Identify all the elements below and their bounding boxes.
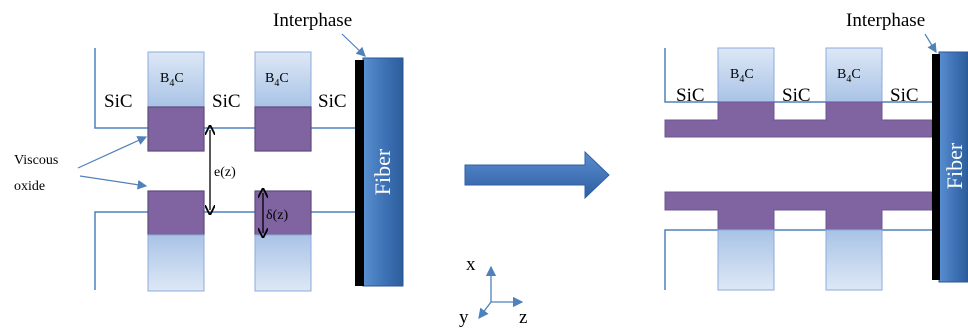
right-fiber-label: Fiber [942,142,967,189]
right-interphase [932,54,940,280]
right-interphase-label: Interphase [846,10,925,31]
y-axis-label: y [459,307,469,328]
right-oxide-layer-bottom [664,191,933,231]
left-matrix-outline-bottom [94,211,355,290]
right-b4c-block-3 [717,229,775,291]
x-axis-label: x [466,254,476,275]
left-oxide-top-2 [254,106,312,152]
right-panel: B4C B4C SiC SiC SiC Fiber Interphase [664,10,968,291]
right-sic-label-3: SiC [890,85,919,106]
left-oxide-label-line1: Viscous [14,153,58,168]
left-b4c-block-1 [147,51,205,108]
left-fiber-label: Fiber [370,148,395,195]
left-oxide-top-1 [147,106,205,152]
right-sic-label-1: SiC [676,85,705,106]
left-b4c-block-2 [254,51,312,108]
right-matrix-outline-top [664,48,932,103]
right-oxide-layer-top [664,101,933,138]
right-b4c-label-2: B4C [837,67,861,85]
right-matrix-outline-bottom [664,229,932,290]
left-sic-label-2: SiC [212,91,241,112]
left-interphase [355,60,364,286]
right-fiber [938,51,968,283]
right-interphase-leader [924,33,937,54]
right-b4c-label-1: B4C [730,67,754,85]
left-sic-label-1: SiC [104,91,133,112]
delta-label: δ(z) [266,208,288,223]
left-b4c-label-1: B4C [160,71,184,89]
right-b4c-block-2 [825,47,883,103]
transition-arrow [464,150,610,200]
y-axis-arrow [478,301,492,320]
left-panel: B4C B4C SiC SiC SiC Fiber Interphase Vis… [14,10,404,292]
z-axis-label: z [519,307,527,328]
left-oxide-bottom-1 [147,190,205,236]
right-b4c-block-4 [825,229,883,291]
left-b4c-label-2: B4C [265,71,289,89]
right-sic-label-2: SiC [782,85,811,106]
left-b4c-block-4 [254,234,312,292]
left-oxide-leader-bottom [79,175,148,190]
coordinate-axes: x y z [459,254,527,328]
left-interphase-label: Interphase [273,10,352,31]
left-b4c-block-3 [147,234,205,292]
left-oxide-label-line2: oxide [14,179,45,194]
left-interphase-leader [341,33,366,57]
left-sic-label-3: SiC [318,91,347,112]
gap-label: e(z) [214,165,236,180]
left-oxide-leader-top [77,136,148,169]
left-matrix-outline-top [94,48,355,129]
